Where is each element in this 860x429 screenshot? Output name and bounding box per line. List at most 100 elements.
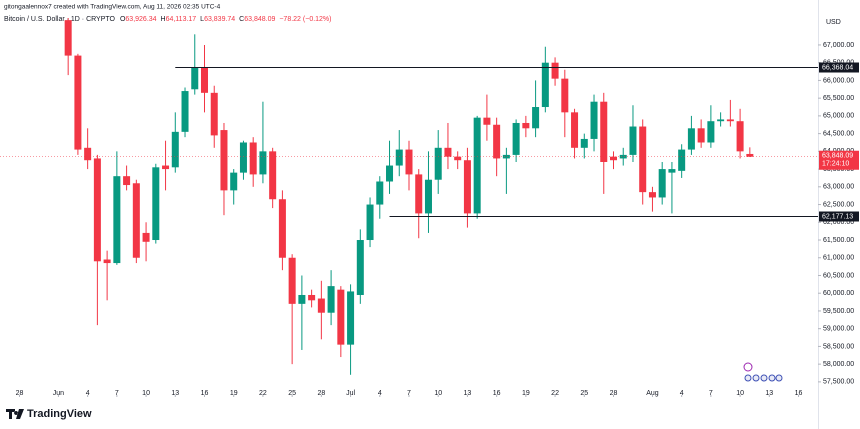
y-tick-label: 60,500.00: [823, 272, 854, 279]
candle-body: [191, 68, 199, 90]
y-tick-label: 59,500.00: [823, 308, 854, 315]
candle-body: [512, 122, 520, 155]
x-tick-label: 13: [171, 390, 179, 397]
y-tick-label: 61,000.00: [823, 255, 854, 262]
candle-body: [288, 257, 296, 304]
y-tick-label: 65,000.00: [823, 113, 854, 120]
candle-body: [317, 298, 325, 313]
event-icon: [743, 362, 753, 372]
x-tick-label: 4: [680, 390, 684, 397]
y-tick-label: 57,500.00: [823, 379, 854, 386]
candle-body: [707, 121, 715, 143]
candle-body: [298, 294, 306, 304]
legend-key: O: [120, 16, 126, 23]
y-tick-label: 58,500.00: [823, 343, 854, 350]
candle-body: [132, 183, 140, 258]
candle-body: [493, 124, 501, 159]
x-tick-label: 28: [610, 390, 618, 397]
candle-body: [648, 192, 656, 198]
event-icons: [743, 362, 783, 382]
candle-body: [181, 91, 189, 132]
candle-body: [249, 142, 257, 175]
symbol: Bitcoin / U.S. Dollar · 1D · CRYPTO: [4, 16, 116, 23]
candle-body: [463, 160, 471, 214]
x-tick-label: 10: [142, 390, 150, 397]
last-price-label: 63,848.09: [822, 153, 853, 160]
candle-body: [200, 68, 209, 93]
countdown: 17:24:10: [822, 161, 849, 168]
candle-body: [337, 289, 345, 345]
x-tick-label: 19: [230, 390, 238, 397]
legend-key: C: [239, 16, 244, 23]
x-tick-label: 28: [16, 390, 24, 397]
x-tick-label: 13: [765, 390, 773, 397]
candle-body: [444, 147, 452, 157]
x-tick-label: 10: [434, 390, 442, 397]
legend-value: 63,839.74: [204, 16, 235, 23]
candle-body: [278, 199, 286, 258]
price-label: 66,368.04: [822, 64, 853, 71]
candle-body: [142, 232, 150, 242]
x-tick-label: 7: [709, 390, 713, 397]
x-tick-label: 4: [378, 390, 382, 397]
x-tick-label: 10: [736, 390, 744, 397]
candle-body: [600, 101, 608, 162]
y-tick-label: 62,000.00: [823, 219, 854, 226]
candle-body: [717, 119, 725, 122]
credit: gitongaalennox7 created with TradingView…: [4, 4, 221, 11]
candle-body: [434, 147, 442, 180]
y-tick-label: 64,500.00: [823, 130, 854, 137]
candle-body: [74, 55, 82, 150]
candle-body: [405, 149, 413, 175]
candle-body: [308, 294, 316, 301]
logo-mark: [6, 409, 24, 419]
event-icon: [760, 374, 768, 382]
x-tick-label: 16: [201, 390, 209, 397]
candle-body: [210, 92, 218, 136]
last-price-box: [819, 150, 859, 170]
x-tick-label: 25: [580, 390, 588, 397]
candle-body: [376, 181, 384, 205]
candle-body: [697, 128, 705, 143]
candle-body: [259, 151, 267, 175]
candle-body: [532, 107, 540, 129]
candle-body: [561, 78, 569, 113]
candle-body: [239, 142, 247, 173]
candle-body: [220, 130, 228, 191]
event-icon: [744, 374, 752, 382]
x-tick-label: 16: [795, 390, 803, 397]
legend-key: H: [161, 16, 166, 23]
y-tick-label: 65,500.00: [823, 95, 854, 102]
x-tick-label: 4: [86, 390, 90, 397]
candle-body: [473, 117, 481, 214]
event-icon: [768, 374, 776, 382]
price-label-box: [819, 62, 859, 73]
event-icon: [775, 374, 783, 382]
x-tick-label: 13: [464, 390, 472, 397]
candle-body: [415, 174, 423, 214]
candle-body: [609, 156, 618, 161]
y-tick-label: 67,000.00: [823, 42, 854, 49]
candle-body: [629, 126, 637, 155]
legend-key: L: [200, 16, 204, 23]
candle-body: [551, 62, 559, 79]
candle-body: [580, 138, 588, 148]
y-tick-label: 62,500.00: [823, 201, 854, 208]
candle-body: [123, 176, 131, 186]
legend-value: 64,113.17: [166, 16, 197, 23]
y-tick-label: 61,500.00: [823, 237, 854, 244]
candle-body: [590, 101, 598, 139]
x-tick-label: 7: [407, 390, 411, 397]
x-tick-label: 19: [522, 390, 530, 397]
x-tick-label: Jun: [53, 390, 64, 397]
candle-body: [366, 204, 374, 241]
candle-body: [424, 179, 432, 214]
legend-value: 63,848.09: [244, 16, 275, 23]
candle-body: [746, 153, 754, 157]
x-tick-label: 25: [288, 390, 296, 397]
candle-body: [395, 149, 403, 166]
candle-body: [356, 240, 364, 295]
candle-body: [269, 151, 277, 200]
